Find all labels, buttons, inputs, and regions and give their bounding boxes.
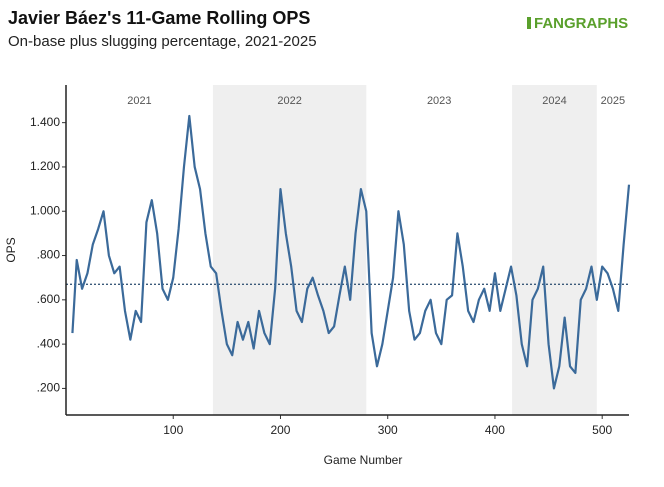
era-label: 2021	[127, 95, 151, 107]
x-axis-label: Game Number	[324, 453, 403, 467]
y-axis-label: OPS	[4, 237, 18, 262]
logo: FANGRAPHS	[534, 15, 628, 32]
y-tick-label: .800	[37, 248, 61, 262]
x-tick-label: 500	[592, 423, 612, 437]
x-tick-label: 200	[270, 423, 290, 437]
y-tick-label: .400	[37, 336, 61, 350]
y-tick-label: 1.200	[30, 159, 60, 173]
era-label: 2025	[601, 95, 625, 107]
y-tick-label: 1.400	[30, 115, 60, 129]
series-line	[71, 114, 631, 390]
chart-title: Javier Báez's 11-Game Rolling OPS	[8, 8, 310, 28]
era-label: 2024	[542, 95, 566, 107]
logo-icon	[527, 17, 531, 29]
x-tick-label: 400	[485, 423, 505, 437]
x-tick-label: 100	[163, 423, 183, 437]
x-tick-label: 300	[378, 423, 398, 437]
chart-subtitle: On-base plus slugging percentage, 2021-2…	[8, 33, 317, 50]
y-tick-label: .600	[37, 292, 61, 306]
y-tick-label: .200	[37, 381, 61, 395]
y-tick-label: 1.000	[30, 203, 60, 217]
era-band	[512, 85, 597, 415]
era-label: 2023	[427, 95, 451, 107]
era-label: 2022	[277, 95, 301, 107]
